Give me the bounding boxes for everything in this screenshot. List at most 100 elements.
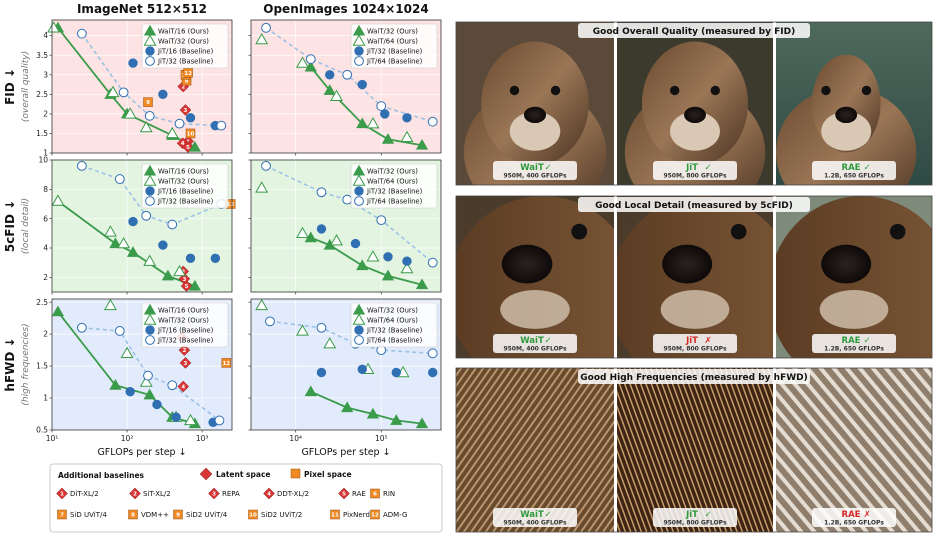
data-point-3-4	[216, 120, 227, 131]
caption-check-icon: ✓	[863, 163, 870, 173]
baseline-badge-10: 10	[185, 128, 196, 139]
caption-check-icon: ✓	[544, 163, 551, 173]
additional-baseline-badge-9-label: 9	[176, 513, 180, 519]
legend-marker-1	[352, 34, 366, 46]
additional-baseline-badge-12-label: 12	[371, 513, 379, 519]
pixel-space-label: Pixel space	[304, 470, 352, 479]
data-point-0-4	[415, 138, 429, 150]
data-point-1-4	[173, 264, 186, 277]
gallery-image-2-2: RAE ✗1.2B, 650 GFLOPs	[776, 368, 932, 532]
legend-label-1: WaiT/64 (Ours)	[367, 317, 418, 325]
section-title-1: Good Local Detail (measured by 5cFID)	[595, 201, 793, 211]
y-tick-label: 2	[43, 273, 48, 282]
additional-baseline-badge-8: 8	[128, 509, 138, 520]
data-point-2-0	[125, 386, 135, 397]
legend-marker-2	[354, 186, 364, 196]
y-tick-label: 3	[43, 70, 48, 79]
additional-baseline-badge-1: 1	[56, 487, 68, 500]
caption-model-name: JiT	[685, 336, 698, 346]
legend-marker-2	[145, 46, 155, 56]
data-point-1-1	[106, 85, 120, 98]
data-point-1-2	[330, 234, 343, 246]
chart-legend: WaiT/16 (Ours) WaiT/32 (Ours) JiT/16 (Base…	[141, 163, 229, 209]
additional-baseline-name-7: SiD UViT/4	[70, 511, 107, 519]
section-title-bg	[578, 23, 810, 38]
baseline-badge-4-label: 4	[181, 141, 185, 147]
chart-legend: WaiT/16 (Ours) WaiT/32 (Ours) JiT/16 (Base…	[141, 302, 229, 348]
otter-image	[617, 196, 773, 358]
additional-baseline-badge-3: 3	[208, 487, 220, 500]
x-tick-label: 10¹	[46, 434, 59, 443]
gallery-image-0-1: JiT ✓950M, 800 GFLOPs	[617, 22, 773, 185]
y-tick-label: 1	[43, 394, 48, 403]
x-axis-label-1: GFLOPs per step ↓	[301, 447, 390, 458]
additional-baseline-badge-10: 10	[248, 509, 258, 520]
baseline-badge-4-label: 4	[181, 385, 185, 391]
data-point-0-0	[304, 385, 317, 397]
data-point-1-3	[139, 120, 153, 133]
y-tick-label: 4	[43, 31, 48, 40]
data-point-0-4	[415, 417, 429, 429]
x-axis-label-0: GFLOPs per step ↓	[97, 447, 186, 458]
legend-label-3: JiT/64 (Baseline)	[366, 58, 423, 66]
data-point-2-0	[325, 70, 335, 80]
data-point-3-0	[76, 322, 87, 333]
legend-label-2: JiT/32 (Baseline)	[366, 327, 423, 335]
plot-frame	[250, 298, 442, 431]
otter-image	[456, 368, 614, 532]
additional-baseline-badge-1-label: 1	[60, 492, 64, 498]
additional-baseline-badge-7-label: 7	[60, 513, 64, 519]
caption-check-icon: ✓	[704, 510, 711, 520]
row-title-0: FID ↓	[3, 68, 17, 105]
x-tick-label: 10⁵	[375, 434, 388, 443]
data-point-1-1	[120, 346, 134, 359]
additional-baseline-badge-10-label: 10	[249, 513, 257, 519]
data-point-2-1	[357, 364, 367, 374]
data-point-2-1	[357, 79, 367, 90]
y-tick-label: 1.5	[36, 129, 48, 138]
data-point-0-4	[188, 279, 201, 291]
legend-marker-1	[143, 313, 157, 325]
baseline-badge-12-label: 12	[222, 361, 230, 367]
caption-check-icon: ✗	[863, 510, 870, 520]
data-point-0-1	[323, 84, 336, 95]
data-point-2-0	[128, 216, 138, 227]
data-point-3-1	[305, 54, 316, 65]
legend-marker-2	[354, 325, 364, 335]
section-title-bg	[578, 369, 810, 384]
data-point-3-4	[427, 257, 438, 268]
data-point-3-0	[261, 160, 271, 171]
additional-baseline-badge-2-label: 2	[133, 492, 137, 498]
legend-label-3: JiT/32 (Baseline)	[157, 58, 214, 66]
caption-model-name: RAE	[842, 336, 861, 346]
legend-marker-2	[145, 186, 155, 196]
plot-frame	[250, 19, 442, 154]
y-tick-label: 10	[38, 156, 48, 165]
baseline-badge-9: 9	[143, 97, 153, 107]
baseline-badge-3-label: 3	[184, 361, 188, 367]
row-subtitle-0: (overall quality)	[21, 51, 31, 122]
data-point-3-3	[376, 215, 387, 226]
baseline-badge-3: 3	[179, 357, 192, 369]
otter-image	[776, 196, 932, 358]
legend-marker-1	[352, 313, 366, 325]
caption-spec: 950M, 800 GFLOPs	[663, 173, 727, 180]
data-point-1-0	[47, 21, 61, 33]
y-tick-label: 4	[43, 244, 48, 253]
legend-label-1: WaiT/64 (Ours)	[367, 38, 418, 46]
legend-marker-3	[354, 196, 364, 206]
row-title-2: hFWD ↓	[3, 337, 17, 391]
data-point-0-3	[161, 269, 175, 281]
legend-marker-2	[145, 325, 155, 335]
legend-label-3: JiT/64 (Baseline)	[366, 337, 423, 345]
legend-marker-3	[145, 335, 155, 345]
additional-baseline-name-12: ADM-G	[383, 511, 407, 519]
baseline-badge-5-label: 5	[185, 284, 189, 290]
caption-spec: 1.2B, 650 GFLOPs	[824, 520, 884, 527]
data-point-1-1	[296, 226, 309, 239]
data-point-3-4	[214, 415, 225, 426]
data-point-2-3	[402, 113, 412, 123]
data-point-3-1	[114, 326, 125, 336]
